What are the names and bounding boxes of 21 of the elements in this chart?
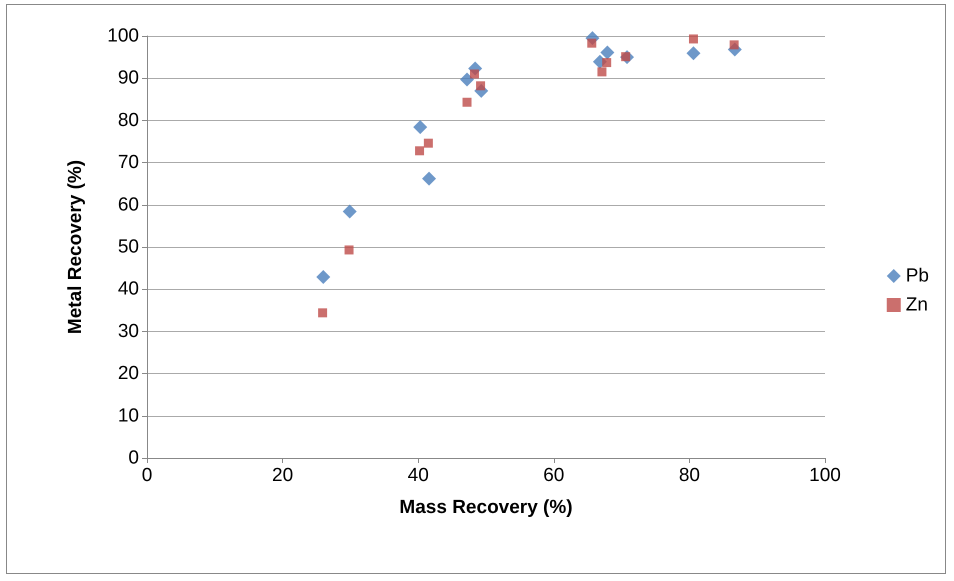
x-tick-label: 40 — [408, 465, 429, 486]
legend-label: Zn — [906, 294, 928, 316]
y-axis-title: Metal Recovery (%) — [65, 160, 86, 334]
x-tick-label: 60 — [543, 465, 564, 486]
legend-label: Pb — [906, 266, 930, 286]
x-tick-label: 20 — [272, 465, 294, 486]
y-tick-label: 10 — [118, 405, 139, 426]
y-tick-label: 50 — [118, 236, 139, 258]
y-tick-label: 30 — [118, 320, 139, 342]
x-tick-label: 0 — [142, 465, 152, 486]
y-tick-label: 80 — [118, 110, 139, 131]
y-tick-label: 90 — [118, 68, 139, 89]
x-axis-title: Mass Recovery (%) — [399, 497, 573, 518]
y-tick-label: 20 — [118, 363, 139, 384]
y-tick-label: 40 — [118, 278, 139, 300]
y-tick-label: 0 — [128, 448, 139, 468]
y-tick-label: 70 — [118, 152, 139, 174]
y-tick-label: 60 — [118, 194, 139, 216]
x-tick-label: 80 — [678, 465, 700, 486]
x-tick-label: 100 — [809, 465, 841, 486]
y-tick-label: 100 — [107, 26, 139, 46]
